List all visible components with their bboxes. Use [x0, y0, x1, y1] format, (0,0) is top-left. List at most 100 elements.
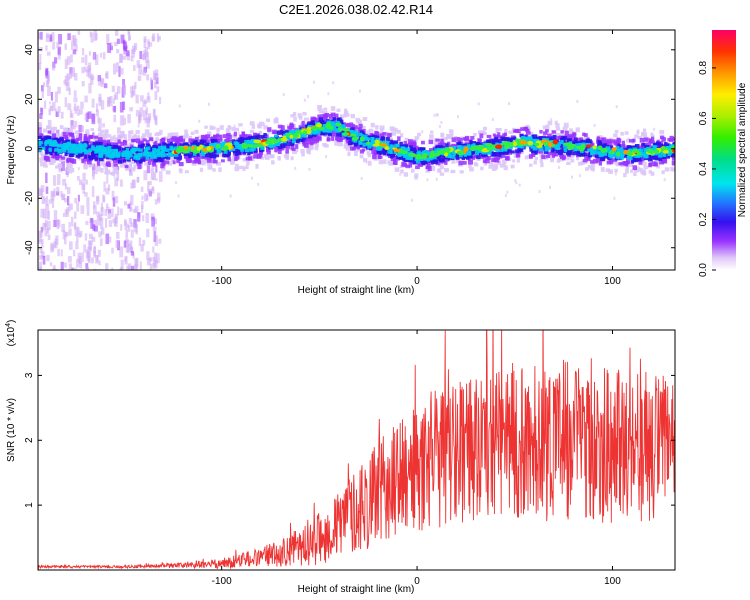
- spectrogram-noise-mark: [137, 176, 140, 183]
- spectrogram-ridge-mark: [629, 156, 633, 161]
- spectrogram-noise-mark: [147, 39, 150, 44]
- spectrogram-noise-mark: [263, 122, 266, 126]
- spectrogram-ridge-mark: [464, 142, 470, 146]
- spectrogram-ridge-mark: [611, 139, 615, 144]
- spectrogram-noise-mark: [133, 223, 138, 233]
- spectrogram-ridge-mark: [97, 137, 103, 143]
- spectrogram-ridge-mark: [417, 162, 423, 167]
- spectrogram-ridge-mark: [385, 137, 390, 142]
- spectrogram-noise-mark: [116, 49, 120, 54]
- spectrogram-noise-mark: [73, 97, 78, 103]
- spectrogram-noise-mark: [111, 208, 114, 218]
- spectrogram-ridge-mark: [642, 161, 647, 167]
- spectrogram-ridge-mark: [634, 143, 640, 149]
- spectrogram-ridge-mark: [575, 155, 580, 161]
- spectrogram-ridge-mark: [481, 131, 486, 135]
- spectrogram-ridge-mark: [163, 136, 169, 141]
- spectrogram-ridge-mark: [65, 143, 69, 148]
- spectrogram-noise-mark: [109, 236, 112, 243]
- spectrogram-ridge-mark: [491, 166, 497, 171]
- spectrogram-peak-mark: [325, 122, 331, 127]
- spectrogram-ridge-mark: [527, 136, 533, 141]
- spectrogram-noise-mark: [147, 189, 152, 195]
- spectrogram-ridge-mark: [53, 141, 58, 147]
- spectrogram-noise-mark: [119, 115, 124, 126]
- spectrogram-noise-mark: [40, 251, 45, 258]
- spectrogram-ridge-mark: [54, 151, 59, 156]
- spectrogram-noise-mark: [76, 105, 80, 116]
- spectrogram-peak-mark: [469, 146, 476, 152]
- spectrogram-noise-mark: [53, 57, 58, 64]
- spectrogram-ridge-mark: [201, 157, 206, 162]
- spectrogram-noise-mark: [100, 227, 105, 235]
- spectrogram-noise-mark: [155, 259, 158, 269]
- spectrogram-noise-mark: [83, 244, 87, 253]
- spectrogram-ridge-mark: [635, 166, 640, 171]
- spectrogram-ridge-mark: [583, 152, 588, 157]
- spectrogram-noise-mark: [477, 102, 480, 106]
- spectrogram-ridge-mark: [494, 136, 498, 141]
- spectrogram-ridge-mark: [143, 133, 147, 137]
- spectrogram-ridge-mark: [330, 106, 336, 111]
- spectrogram-ridge-mark: [451, 137, 457, 143]
- spectrogram-noise-mark: [514, 179, 517, 183]
- spectrogram-ridge-mark: [422, 160, 427, 165]
- spectrogram-ridge-mark: [39, 151, 44, 156]
- spectrogram-noise-mark: [433, 113, 436, 117]
- spectrogram-ridge-mark: [124, 164, 129, 169]
- spectrogram-peak-mark: [420, 154, 427, 160]
- spectrogram-noise-mark: [68, 221, 71, 228]
- spectrogram-ridge-mark: [167, 141, 172, 146]
- spectrogram-noise-mark: [105, 207, 110, 212]
- spectrogram-ridge-mark: [648, 170, 652, 174]
- spectrogram-noise-mark: [153, 231, 157, 241]
- spectrogram-ridge-mark: [138, 159, 142, 163]
- spectrogram-ridge-mark: [501, 136, 506, 141]
- spectrogram-ridge-mark: [607, 155, 611, 161]
- spectrogram-ridge-mark: [92, 141, 98, 146]
- spectrogram-ridge-mark: [535, 138, 540, 142]
- spectrogram-ridge-mark: [404, 137, 409, 141]
- spectrogram-ridge-mark: [570, 149, 576, 153]
- spectrogram-ridge-mark: [323, 130, 328, 135]
- spectrogram-ridge-mark: [122, 158, 127, 163]
- spectrogram-noise-mark: [64, 97, 68, 108]
- spectrogram-ridge-mark: [355, 119, 361, 124]
- spectrogram-ridge-mark: [401, 161, 406, 167]
- spectrogram-ridge-mark: [107, 150, 112, 155]
- spectrogram-ridge-mark: [440, 132, 445, 138]
- spectrogram-ridge-mark: [387, 133, 392, 138]
- spectrogram-ridge-mark: [601, 156, 606, 161]
- spectrogram-x-tick-label: 0: [414, 276, 420, 287]
- spectrogram-noise-mark: [119, 208, 123, 216]
- spectrogram-ridge-mark: [105, 152, 110, 158]
- spectrogram-ridge-mark: [665, 155, 670, 159]
- spectrogram-ridge-mark: [560, 139, 564, 144]
- spectrogram-ridge-mark: [356, 145, 361, 150]
- spectrogram-noise-mark: [147, 41, 150, 50]
- spectrogram-ridge-mark: [131, 160, 135, 165]
- spectrogram-noise-mark: [73, 90, 77, 98]
- spectrogram-ridge-mark: [447, 157, 451, 161]
- spectrogram-ridge-mark: [609, 160, 614, 165]
- spectrogram-ridge-mark: [184, 129, 188, 134]
- spectrogram-ridge-mark: [534, 156, 539, 161]
- spectrogram-ridge-mark: [580, 151, 586, 157]
- spectrogram-noise-mark: [576, 99, 579, 103]
- spectrogram-ridge-mark: [46, 125, 51, 130]
- spectrogram-noise-mark: [115, 239, 120, 248]
- spectrogram-ridge-mark: [331, 133, 335, 137]
- spectrogram-ridge-mark: [349, 146, 355, 151]
- spectrogram-ridge-mark: [214, 154, 219, 158]
- spectrogram-ridge-mark: [110, 144, 115, 150]
- spectrogram-ridge-mark: [88, 135, 93, 139]
- spectrogram-noise-mark: [119, 101, 124, 113]
- spectrogram-noise-mark: [151, 36, 155, 42]
- spectrogram-noise-mark: [102, 52, 106, 60]
- spectrogram-noise-mark: [49, 34, 52, 42]
- spectrogram-ridge-mark: [209, 165, 213, 170]
- spectrogram-ridge-mark: [83, 164, 88, 168]
- spectrogram-noise-mark: [435, 177, 438, 181]
- spectrogram-ridge-mark: [301, 140, 307, 145]
